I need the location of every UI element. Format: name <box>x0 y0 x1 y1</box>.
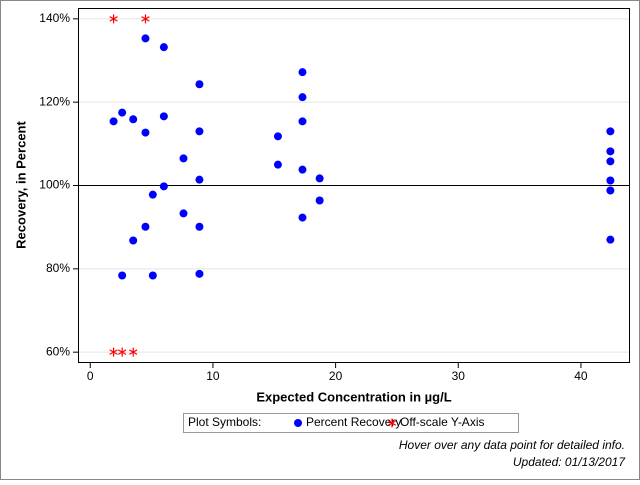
y-tick-label: 100% <box>39 178 70 192</box>
legend-box <box>183 413 519 433</box>
x-tick-label: 0 <box>87 369 94 383</box>
data-point[interactable] <box>118 108 127 117</box>
y-tick-label: 80% <box>46 261 70 275</box>
y-tick-label: 60% <box>46 344 70 358</box>
data-point[interactable] <box>606 127 615 136</box>
data-point[interactable] <box>298 93 307 102</box>
data-point[interactable] <box>606 186 615 195</box>
data-point[interactable] <box>148 190 157 199</box>
data-point[interactable] <box>298 68 307 77</box>
off-scale-marker[interactable] <box>109 14 118 24</box>
data-point[interactable] <box>298 117 307 126</box>
off-scale-marker[interactable] <box>117 347 127 357</box>
data-point[interactable] <box>273 132 282 141</box>
x-axis-label: Expected Concentration in µg/L <box>256 389 451 404</box>
x-tick-label: 30 <box>452 369 466 383</box>
off-scale-marker[interactable] <box>109 347 118 357</box>
data-point[interactable] <box>606 147 615 156</box>
data-point[interactable] <box>148 271 157 280</box>
data-point[interactable] <box>298 213 307 222</box>
data-point[interactable] <box>141 222 150 231</box>
note: Hover over any data point for detailed i… <box>399 438 625 452</box>
y-tick-label: 140% <box>39 11 70 25</box>
x-tick-label: 10 <box>206 369 220 383</box>
data-point[interactable] <box>606 235 615 244</box>
plot-frame <box>78 8 630 363</box>
off-scale-marker[interactable] <box>129 347 138 357</box>
note: Updated: 01/13/2017 <box>513 455 626 469</box>
data-point[interactable] <box>315 174 324 183</box>
y-tick-label: 120% <box>39 94 70 108</box>
data-point[interactable] <box>109 117 118 126</box>
data-point[interactable] <box>159 182 168 191</box>
data-point[interactable] <box>298 165 307 174</box>
data-point <box>294 419 302 427</box>
data-point[interactable] <box>195 175 204 184</box>
data-point[interactable] <box>141 34 150 43</box>
data-point[interactable] <box>606 176 615 185</box>
data-point[interactable] <box>315 196 324 205</box>
data-point[interactable] <box>179 154 188 163</box>
off-scale-marker[interactable] <box>141 14 150 24</box>
data-point[interactable] <box>606 157 615 166</box>
legend-title: Plot Symbols: <box>188 415 261 429</box>
data-point[interactable] <box>129 236 138 245</box>
data-point[interactable] <box>129 115 138 124</box>
data-point[interactable] <box>195 222 204 231</box>
legend-label: Percent Recovery <box>306 415 401 429</box>
data-point[interactable] <box>195 80 204 89</box>
data-point[interactable] <box>179 209 188 218</box>
data-point[interactable] <box>118 271 127 280</box>
off-scale-marker <box>387 418 397 428</box>
legend-label: Off-scale Y-Axis <box>400 415 484 429</box>
data-point[interactable] <box>159 43 168 52</box>
data-point[interactable] <box>195 127 204 136</box>
data-point[interactable] <box>195 269 204 278</box>
data-point[interactable] <box>273 160 282 169</box>
x-tick-label: 20 <box>329 369 343 383</box>
x-tick-label: 40 <box>574 369 588 383</box>
data-point[interactable] <box>159 112 168 121</box>
y-axis-label: Recovery, in Percent <box>13 121 28 249</box>
data-point[interactable] <box>141 128 150 137</box>
